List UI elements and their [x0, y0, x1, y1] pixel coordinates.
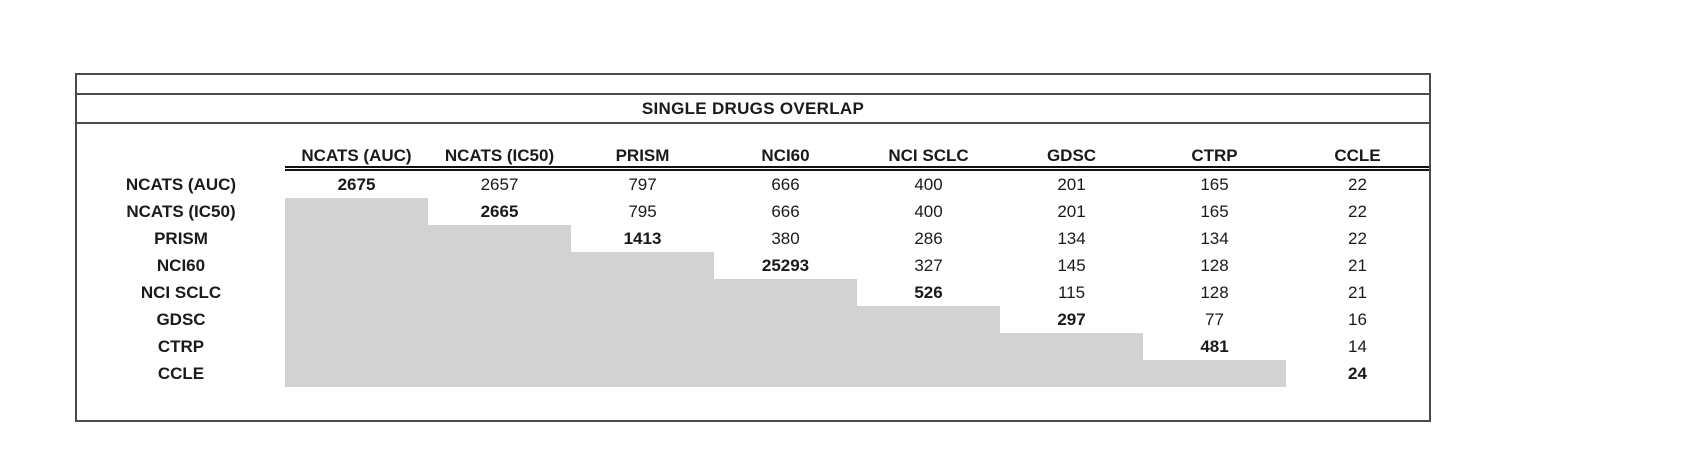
- column-header-2: NCATS (IC50): [444, 146, 555, 165]
- matrix-cell: 77: [1205, 309, 1224, 329]
- shaded-cell: [857, 360, 1000, 387]
- row-label: NCI60: [156, 255, 206, 275]
- matrix-cell: 526: [914, 282, 943, 302]
- matrix-cell: 22: [1348, 228, 1367, 248]
- matrix-cell: 165: [1200, 174, 1229, 194]
- matrix-cell: 22: [1348, 201, 1367, 221]
- overlap-table: SINGLE DRUGS OVERLAP NCATS (AUC) NCATS (I…: [75, 73, 1431, 422]
- matrix-cell: 165: [1200, 201, 1229, 221]
- matrix-cell: 795: [628, 201, 657, 221]
- shaded-cell: [428, 306, 571, 333]
- shaded-cell: [285, 333, 428, 360]
- matrix-cell: 14: [1348, 336, 1367, 356]
- matrix-cell: 201: [1057, 201, 1086, 221]
- matrix-cell: 21: [1348, 282, 1367, 302]
- matrix-row-1: NCATS (AUC) 2675 2657 797 666 400 201 165 22: [77, 171, 1429, 198]
- matrix-cell: 128: [1200, 255, 1229, 275]
- shaded-cell: [714, 333, 857, 360]
- matrix-cell: 481: [1200, 336, 1229, 356]
- matrix-cell: 25293: [761, 255, 810, 275]
- matrix-row-2: NCATS (IC50) 2665 795 666 400 201 165 22: [77, 198, 1429, 225]
- matrix-cell: 145: [1057, 255, 1086, 275]
- shaded-cell: [285, 306, 428, 333]
- table-title: SINGLE DRUGS OVERLAP: [641, 98, 865, 118]
- matrix-cell: 21: [1348, 255, 1367, 275]
- matrix-row-6: GDSC 297 77 16: [77, 306, 1429, 333]
- shaded-cell: [1000, 360, 1143, 387]
- matrix-cell: 666: [771, 174, 800, 194]
- matrix-cell: 797: [628, 174, 657, 194]
- shaded-cell: [571, 360, 714, 387]
- row-label: NCATS (AUC): [125, 174, 237, 194]
- matrix-row-4: NCI60 25293 327 145 128 21: [77, 252, 1429, 279]
- matrix-cell: 380: [771, 228, 800, 248]
- shaded-cell: [571, 333, 714, 360]
- shaded-cell: [571, 252, 714, 279]
- row-label: NCI SCLC: [140, 282, 222, 302]
- shaded-cell: [1000, 333, 1143, 360]
- matrix-cell: 22: [1348, 174, 1367, 194]
- shaded-cell: [285, 279, 428, 306]
- column-header-4: NCI60: [761, 146, 810, 165]
- shaded-cell: [428, 360, 571, 387]
- matrix-cell: 2665: [480, 201, 519, 221]
- column-header-row: NCATS (AUC) NCATS (IC50) PRISM NCI60 NCI SCL…: [77, 141, 1429, 166]
- shaded-cell: [571, 279, 714, 306]
- matrix-cell: 2657: [480, 174, 519, 194]
- table-top-spacer-row: [77, 75, 1429, 95]
- shaded-cell: [285, 198, 428, 225]
- matrix-cell: 666: [771, 201, 800, 221]
- matrix-cell: 297: [1057, 309, 1086, 329]
- table-title-row: SINGLE DRUGS OVERLAP: [77, 95, 1429, 124]
- shaded-cell: [1143, 360, 1286, 387]
- matrix-row-5: NCI SCLC 526 115 128 21: [77, 279, 1429, 306]
- column-header-3: PRISM: [615, 146, 670, 165]
- column-header-6: GDSC: [1046, 146, 1097, 165]
- matrix-cell: 400: [914, 201, 943, 221]
- shaded-cell: [428, 252, 571, 279]
- shaded-cell: [428, 279, 571, 306]
- column-header-8: CCLE: [1334, 146, 1381, 165]
- matrix-cell: 2675: [337, 174, 376, 194]
- shaded-cell: [285, 225, 428, 252]
- matrix-cell: 134: [1057, 228, 1086, 248]
- row-label: CCLE: [157, 363, 205, 383]
- matrix-cell: 24: [1348, 363, 1367, 383]
- column-header-1: NCATS (AUC): [301, 146, 412, 165]
- shaded-cell: [428, 333, 571, 360]
- row-label: PRISM: [154, 228, 208, 248]
- shaded-cell: [428, 225, 571, 252]
- matrix-cell: 16: [1348, 309, 1367, 329]
- shaded-cell: [857, 306, 1000, 333]
- matrix-cell: 115: [1057, 282, 1086, 302]
- matrix-row-7: CTRP 481 14: [77, 333, 1429, 360]
- matrix-cell: 1413: [623, 228, 662, 248]
- row-label: CTRP: [157, 336, 205, 356]
- header-double-rule: [285, 166, 1429, 171]
- matrix-cell: 286: [914, 228, 943, 248]
- matrix-area: NCATS (AUC) NCATS (IC50) PRISM NCI60 NCI SCL…: [77, 141, 1429, 387]
- row-label: NCATS (IC50): [126, 201, 236, 221]
- shaded-cell: [857, 333, 1000, 360]
- shaded-cell: [285, 252, 428, 279]
- shaded-cell: [714, 360, 857, 387]
- matrix-row-3: PRISM 1413 380 286 134 134 22: [77, 225, 1429, 252]
- matrix-row-8: CCLE 24: [77, 360, 1429, 387]
- matrix-body: NCATS (AUC) 2675 2657 797 666 400 201 165 22 NCAT…: [77, 171, 1429, 387]
- row-label: GDSC: [156, 309, 206, 329]
- shaded-cell: [571, 306, 714, 333]
- matrix-cell: 128: [1200, 282, 1229, 302]
- matrix-cell: 327: [914, 255, 943, 275]
- column-header-7: CTRP: [1191, 146, 1238, 165]
- shaded-cell: [714, 279, 857, 306]
- shaded-cell: [714, 306, 857, 333]
- matrix-cell: 201: [1057, 174, 1086, 194]
- matrix-cell: 134: [1200, 228, 1229, 248]
- shaded-cell: [285, 360, 428, 387]
- matrix-cell: 400: [914, 174, 943, 194]
- column-header-5: NCI SCLC: [888, 146, 969, 165]
